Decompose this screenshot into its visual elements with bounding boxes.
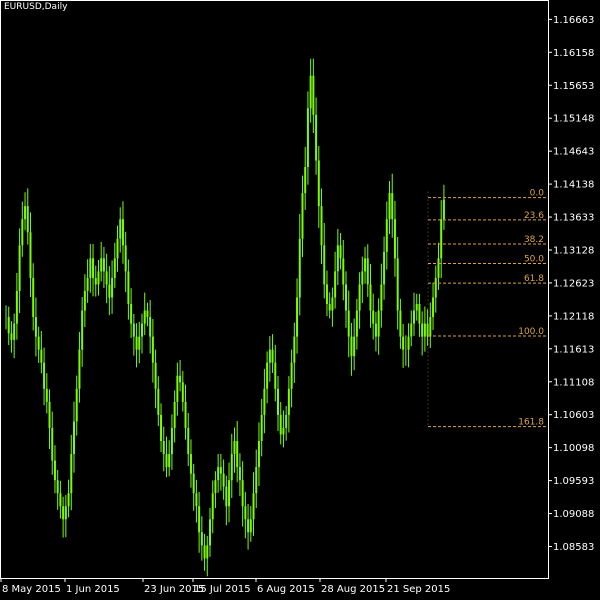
x-tick-label: 6 Aug 2015 [257, 584, 315, 595]
y-tick-label: 1.15148 [553, 114, 594, 125]
chart-title: EURUSD,Daily [4, 2, 68, 12]
y-tick-label: 1.12118 [553, 311, 594, 322]
y-tick-label: 1.09088 [553, 509, 594, 520]
x-tick-label: 23 Jun 2015 [144, 584, 204, 595]
x-tick-label: 15 Jul 2015 [194, 584, 251, 595]
fibonacci-level-label: 61.8 [524, 274, 544, 284]
x-tick-label: 8 May 2015 [2, 584, 61, 595]
x-tick-label: 21 Sep 2015 [387, 584, 450, 595]
fibonacci-level-label: 23.6 [524, 211, 544, 221]
y-tick-label: 1.13633 [553, 213, 594, 224]
fibonacci-level-label: 50.0 [524, 255, 544, 265]
y-tick-label: 1.16158 [553, 48, 594, 59]
y-tick-label: 1.11108 [553, 377, 594, 388]
y-tick-label: 1.10098 [553, 443, 594, 454]
y-tick-label: 1.09593 [553, 476, 594, 487]
y-tick-label: 1.14138 [553, 180, 594, 191]
plot-border [0, 0, 549, 579]
y-tick-label: 1.08583 [553, 542, 594, 553]
fibonacci-level-label: 100.0 [518, 327, 544, 337]
fibonacci-level-label: 0.0 [530, 189, 545, 199]
y-tick-label: 1.11613 [553, 344, 594, 355]
x-tick-label: 28 Aug 2015 [321, 584, 385, 595]
fibonacci-level-label: 161.8 [518, 418, 544, 428]
y-tick-label: 1.16663 [553, 15, 594, 26]
y-tick-label: 1.12623 [553, 278, 594, 289]
y-tick-label: 1.10603 [553, 410, 594, 421]
y-tick-label: 1.14643 [553, 147, 594, 158]
x-tick-label: 1 Jun 2015 [66, 584, 120, 595]
y-tick-label: 1.15653 [553, 81, 594, 92]
y-tick-label: 1.13128 [553, 245, 594, 256]
fibonacci-level-label: 38.2 [524, 235, 544, 245]
